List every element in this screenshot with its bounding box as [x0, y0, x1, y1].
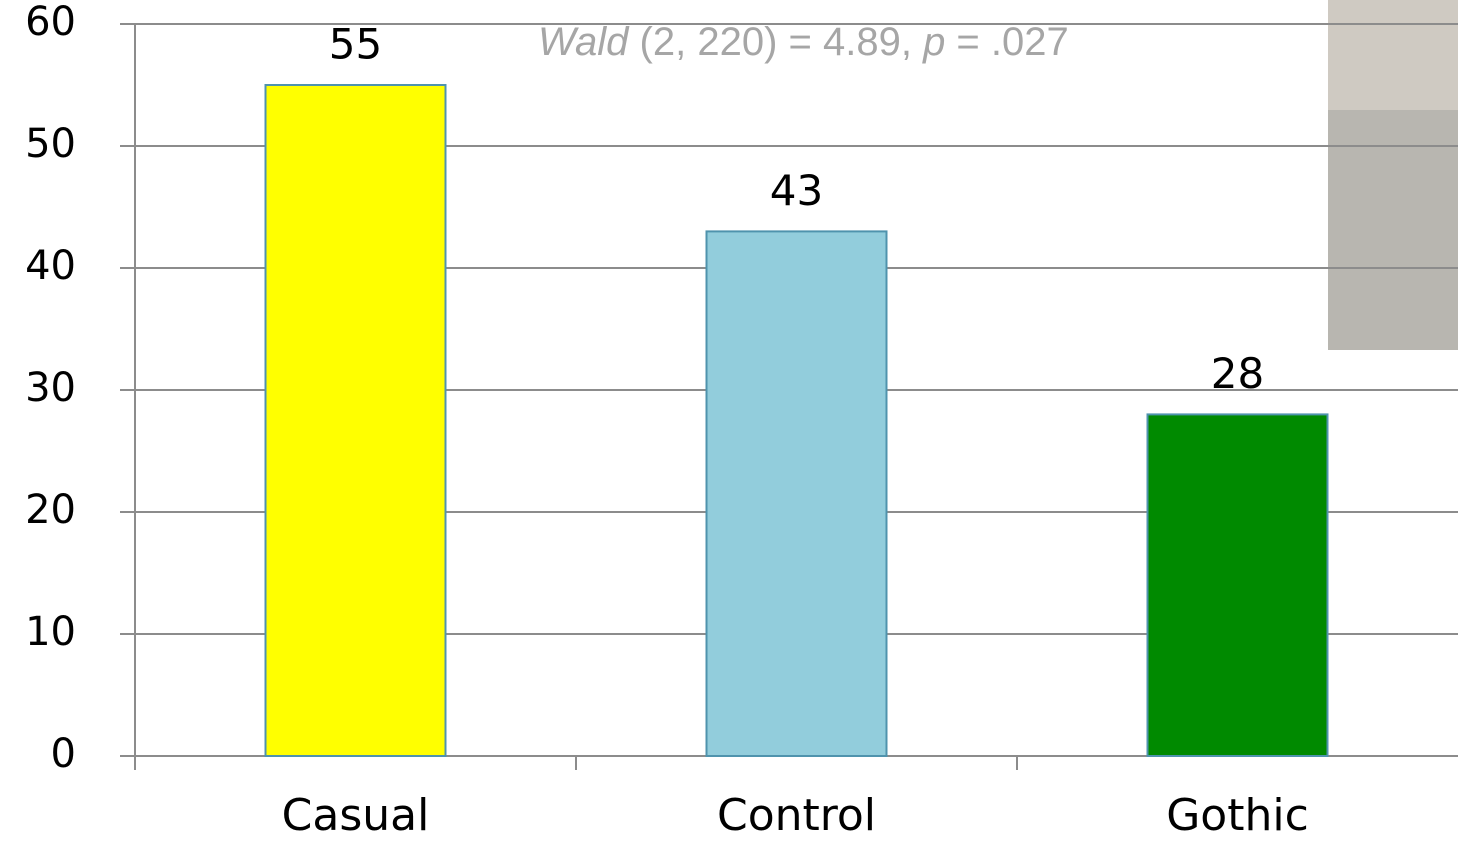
annotation-part: Wald [538, 20, 630, 64]
value-label: 43 [770, 166, 823, 215]
bar [1148, 414, 1328, 756]
y-tick-label: 40 [25, 243, 76, 289]
y-tick-label: 60 [25, 0, 76, 45]
x-tick-label: Control [717, 790, 876, 841]
annotation-part: (2, 220) = 4.89, [628, 20, 923, 64]
y-tick-label: 20 [25, 487, 76, 533]
y-tick-label: 50 [25, 121, 76, 167]
x-tick-label: Casual [282, 790, 430, 841]
chart: Wald (2, 220) = 4.89, p = .027 0 10 20 30 40… [0, 0, 1458, 841]
annotation: Wald (2, 220) = 4.89, p = .027 [538, 20, 1069, 64]
bar [707, 231, 887, 756]
y-tick-label: 30 [25, 365, 76, 411]
annotation-part: = .027 [945, 20, 1068, 64]
y-tick-label: 0 [51, 731, 76, 777]
annotation-part: p [922, 20, 945, 64]
value-label: 28 [1211, 349, 1264, 398]
value-label: 55 [329, 20, 382, 69]
x-tick-label: Gothic [1166, 790, 1309, 841]
y-tick-label: 10 [25, 609, 76, 655]
bar [266, 85, 446, 756]
photo-part [1328, 0, 1458, 110]
